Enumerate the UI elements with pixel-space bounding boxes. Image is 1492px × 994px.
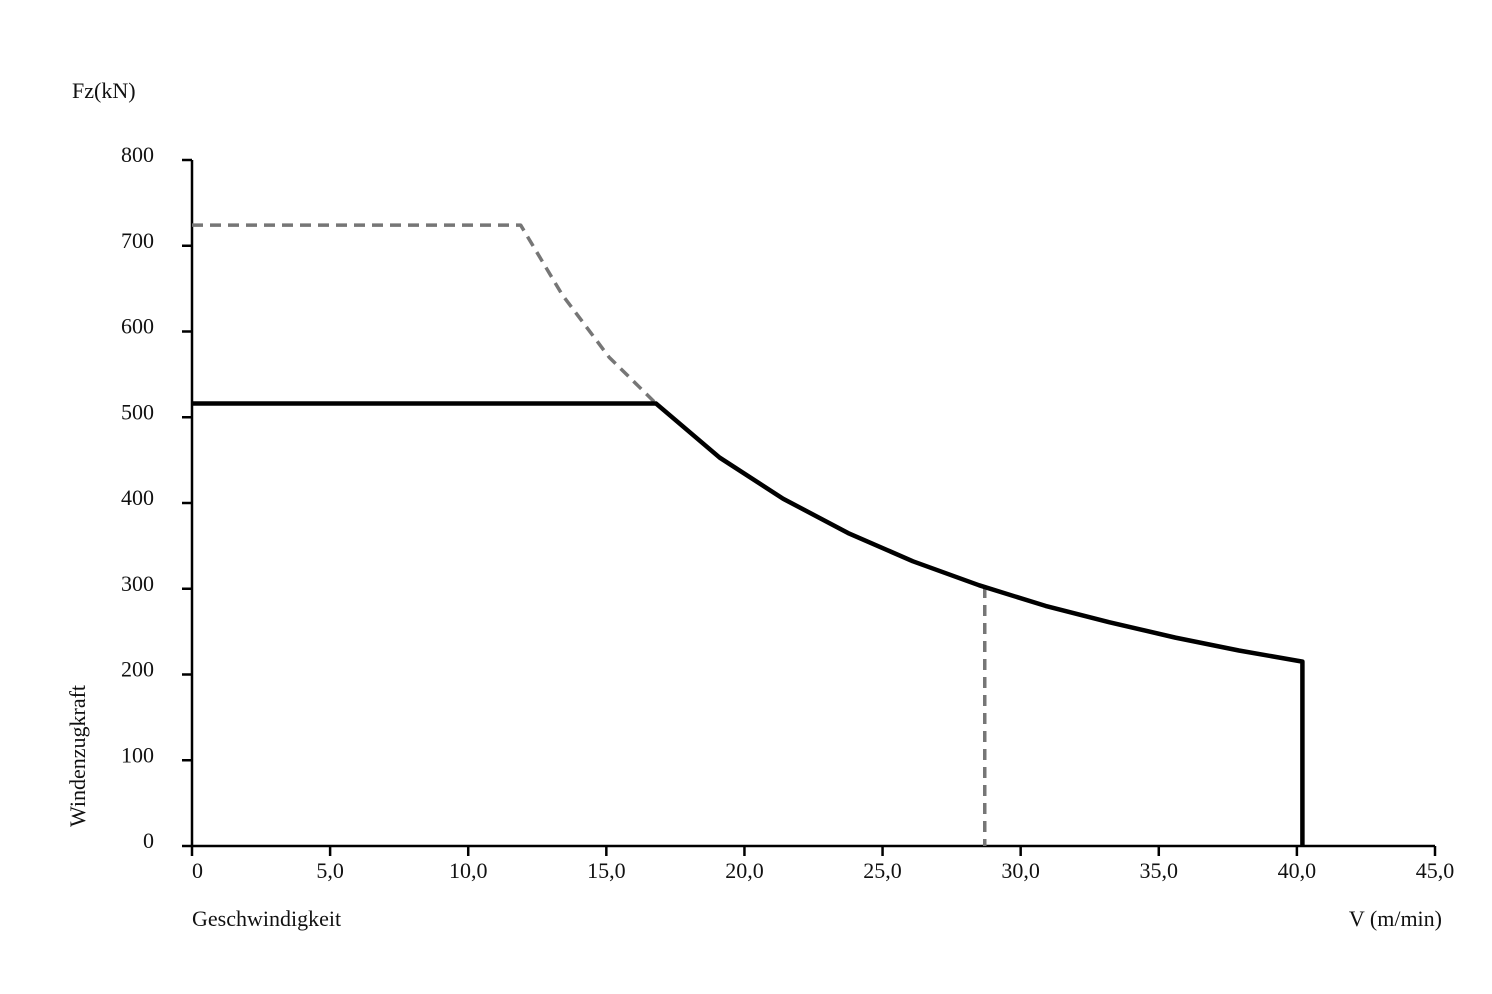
y-tick-label: 300: [121, 571, 154, 596]
data-line: [192, 401, 1305, 846]
x-axis-label: Geschwindigkeit: [192, 906, 341, 931]
y-tick-label: 800: [121, 142, 154, 167]
x-tick-label: 25,0: [863, 858, 902, 883]
y-tick-label: 400: [121, 485, 154, 510]
y-unit-label: Fz(kN): [72, 78, 136, 103]
x-tick-label: 5,0: [316, 858, 344, 883]
x-tick-label: 30,0: [1001, 858, 1040, 883]
y-tick-label: 700: [121, 228, 154, 253]
y-tick-label: 500: [121, 399, 154, 424]
x-tick-label: 0: [192, 858, 203, 883]
y-tick-label: 0: [143, 828, 154, 853]
x-tick-label: 20,0: [725, 858, 764, 883]
x-tick-label: 45,0: [1416, 858, 1455, 883]
x-tick-label: 15,0: [587, 858, 626, 883]
y-tick-label: 100: [121, 742, 154, 767]
data-line: [192, 223, 658, 405]
x-unit-label: V (m/min): [1349, 906, 1442, 931]
y-tick-label: 600: [121, 314, 154, 339]
x-tick-label: 40,0: [1278, 858, 1317, 883]
y-axis-label: Windenzugkraft: [65, 685, 90, 827]
y-tick-label: 200: [121, 657, 154, 682]
x-tick-label: 35,0: [1140, 858, 1179, 883]
x-tick-label: 10,0: [449, 858, 488, 883]
